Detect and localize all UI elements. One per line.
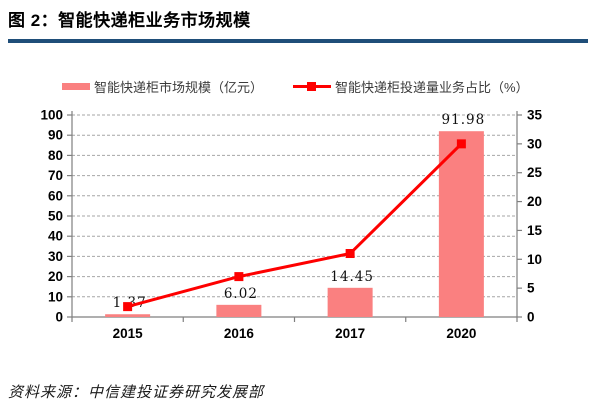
bar-2015 [105, 314, 151, 317]
chart-legend: 智能快递柜市场规模（亿元） 智能快递柜投递量业务占比（%） [62, 77, 529, 96]
left-axis-tick-label: 0 [55, 310, 63, 325]
left-axis-tick-label: 70 [48, 168, 63, 183]
left-axis-tick-label: 90 [48, 128, 63, 143]
right-axis-tick-label: 35 [527, 108, 543, 123]
right-axis-tick-label: 5 [527, 281, 535, 296]
bar-value-label: 91.98 [442, 112, 486, 128]
line-marker [123, 302, 133, 312]
line-marker [345, 249, 355, 259]
bar-value-label: 6.02 [224, 286, 258, 302]
legend-item-delivery-share: 智能快递柜投递量业务占比（%） [293, 77, 529, 96]
bar-2016 [216, 304, 262, 317]
right-axis-tick-label: 30 [527, 136, 542, 151]
line-swatch-marker [307, 82, 317, 91]
right-axis-tick-label: 20 [527, 194, 542, 209]
legend-label-market-scale: 智能快递柜市场规模（亿元） [94, 80, 264, 95]
bar-value-label: 14.45 [330, 269, 374, 285]
title-underline-rule [8, 39, 588, 43]
bar-series-swatch [62, 83, 90, 90]
x-axis-category-label: 2017 [335, 326, 365, 341]
right-axis-tick-label: 0 [527, 310, 535, 325]
combo-chart-plot-area: 0 10 20 30 40 50 60 70 80 90 100 0 5 10 15 20 25 30 35 2015… [40, 108, 543, 342]
left-axis-tick-label: 80 [48, 148, 63, 163]
line-series-swatch [293, 82, 332, 91]
left-axis-tick-label: 60 [48, 188, 63, 203]
bar-2020 [438, 131, 484, 317]
data-source-note: 资料来源：中信建投证券研究发展部 [8, 383, 265, 401]
line-series [127, 142, 463, 309]
left-axis-tick-label: 30 [48, 249, 63, 264]
figure-title: 图 2：智能快递柜业务市场规模 [8, 11, 251, 30]
right-axis-tick-label: 10 [527, 252, 542, 267]
line-marker [234, 272, 244, 282]
left-axis-tick-label: 40 [48, 229, 63, 244]
right-axis-tick-label: 25 [527, 165, 543, 180]
left-axis-tick-label: 50 [48, 209, 63, 224]
legend-item-market-scale: 智能快递柜市场规模（亿元） [62, 77, 263, 96]
left-axis-tick-label: 10 [48, 289, 63, 304]
legend-label-delivery-share: 智能快递柜投递量业务占比（%） [335, 80, 529, 95]
right-axis-tick-label: 15 [527, 223, 543, 238]
line-marker [456, 139, 466, 149]
bar-2017 [327, 287, 373, 317]
x-axis-category-label: 2015 [113, 326, 144, 341]
x-axis-category-label: 2016 [224, 326, 255, 341]
x-axis-category-label: 2020 [446, 326, 476, 341]
left-axis-tick-label: 20 [48, 269, 63, 284]
left-axis-tick-label: 100 [40, 108, 63, 123]
